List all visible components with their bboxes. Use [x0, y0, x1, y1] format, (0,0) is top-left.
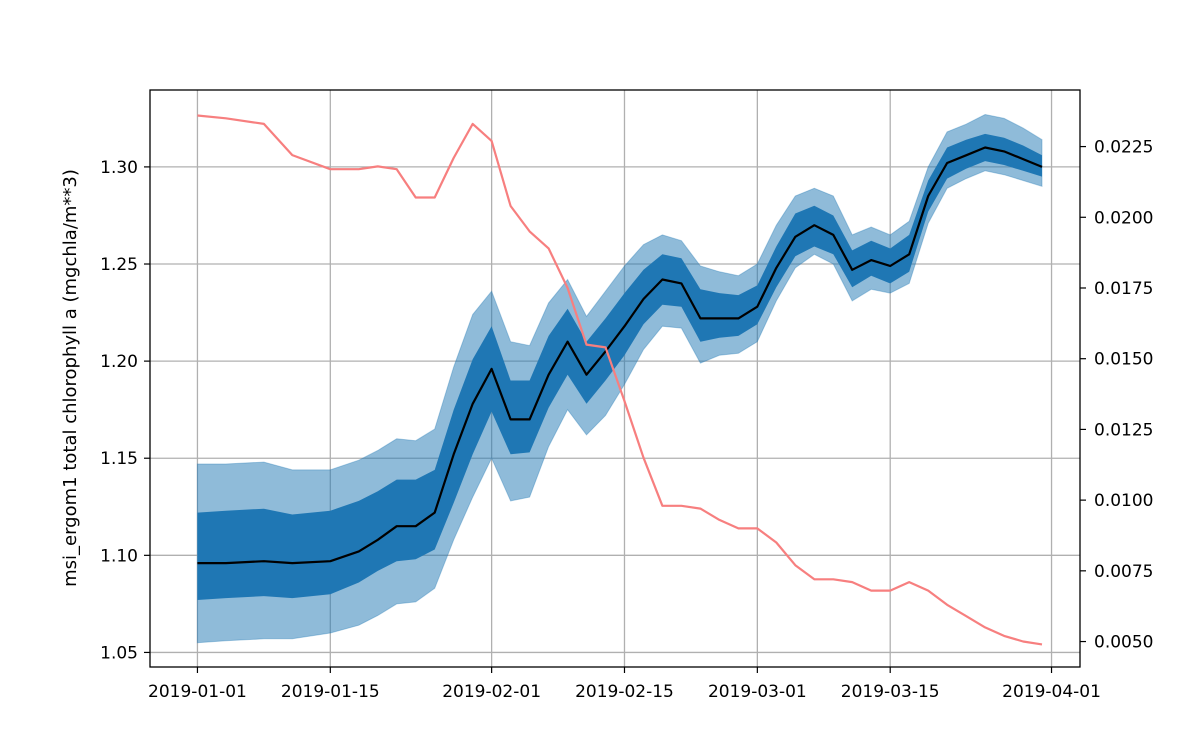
x-tick-label: 2019-01-15	[281, 682, 380, 702]
x-tick-label: 2019-02-15	[575, 682, 674, 702]
y2-tick-label: 0.0050	[1094, 633, 1153, 653]
y-axis-label: msi_ergom1 total chlorophyll a (mgchla/m…	[60, 169, 81, 587]
y2-tick-label: 0.0175	[1094, 279, 1153, 299]
x-tick-label: 2019-04-01	[1002, 682, 1101, 702]
median-line	[197, 146, 1043, 565]
right-axis-line	[197, 114, 1043, 646]
x-tick-label: 2019-03-01	[708, 682, 807, 702]
axes: 2019-01-01 2019-01-15 2019-02-01 2019-02-15…	[100, 89, 1153, 702]
x-tick-label: 2019-02-01	[442, 682, 541, 702]
x-tick-label: 2019-03-15	[841, 682, 940, 702]
lines	[197, 114, 1043, 646]
y-tick-label: 1.10	[100, 546, 138, 566]
x-tick-label: 2019-01-01	[148, 682, 247, 702]
y-tick-label: 1.30	[100, 158, 138, 178]
y-tick-label: 1.20	[100, 352, 138, 372]
bands	[196, 113, 1043, 644]
y-tick-label: 1.25	[100, 255, 138, 275]
y2-tick-label: 0.0225	[1094, 138, 1153, 158]
y2-tick-label: 0.0150	[1094, 350, 1153, 370]
y2-tick-label: 0.0075	[1094, 562, 1153, 582]
y-tick-label: 1.05	[100, 643, 138, 663]
plot-frame	[149, 89, 1081, 668]
grid	[150, 90, 1080, 667]
y-tick-label: 1.15	[100, 449, 138, 469]
inner-uncertainty-band	[197, 133, 1042, 600]
y2-tick-label: 0.0100	[1094, 491, 1153, 511]
y2-tick-label: 0.0200	[1094, 208, 1153, 228]
y2-tick-label: 0.0125	[1094, 420, 1153, 440]
